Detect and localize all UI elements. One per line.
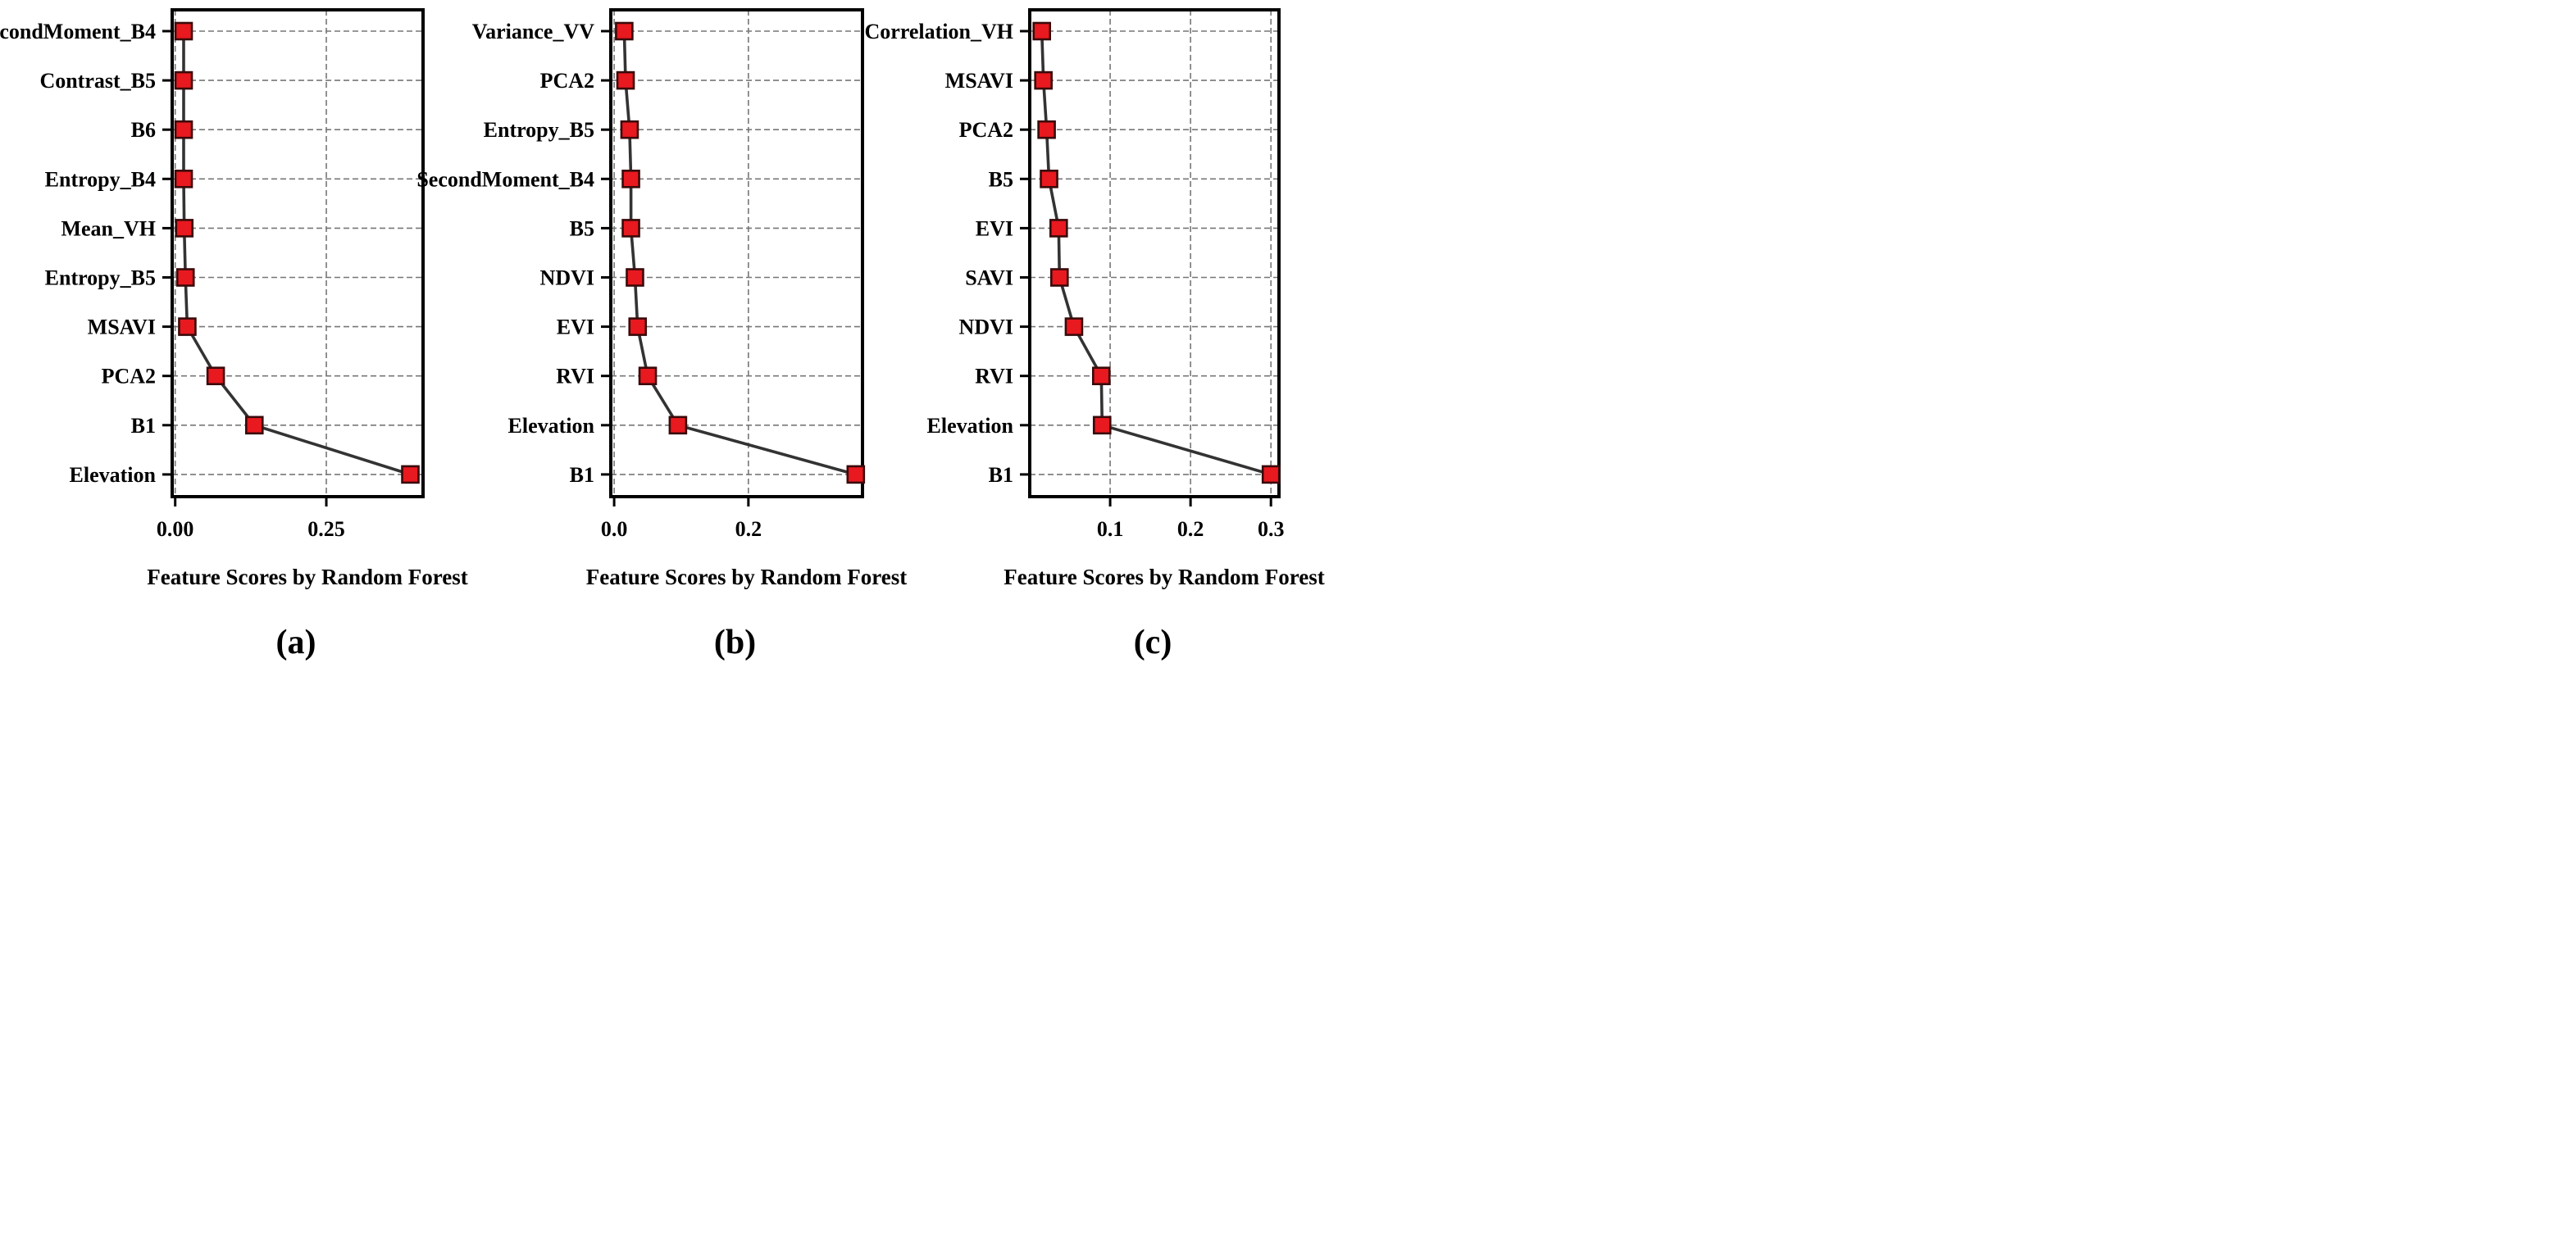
x-tick-label: 0.0 bbox=[601, 517, 628, 541]
plot-frame bbox=[171, 8, 425, 498]
data-point-marker bbox=[846, 465, 866, 484]
x-tick-label: 0.2 bbox=[1177, 517, 1204, 541]
y-tick-label: Entropy_B5 bbox=[45, 266, 156, 290]
chart-panel-b: Variance_VV PCA2 Entropy_B5 SecondMoment_B4… bbox=[416, 8, 907, 661]
y-tick-label: SecondMoment_B4 bbox=[416, 167, 594, 191]
y-tick-label: B6 bbox=[131, 118, 156, 142]
series-line bbox=[1040, 30, 1272, 476]
plot-frame bbox=[1028, 8, 1281, 498]
data-point-marker bbox=[1032, 21, 1052, 41]
y-tick-label: Elevation bbox=[70, 463, 157, 487]
data-point-marker bbox=[638, 366, 658, 386]
data-point-marker bbox=[174, 170, 193, 188]
data-point-marker bbox=[1034, 70, 1053, 90]
y-tick-label: Elevation bbox=[927, 414, 1014, 438]
data-point-marker bbox=[1040, 170, 1058, 188]
data-point-marker bbox=[668, 416, 688, 435]
x-axis-title: Feature Scores by Random Forest bbox=[147, 565, 467, 589]
y-tick-label: Entropy_B4 bbox=[45, 167, 156, 191]
y-tick-label: B5 bbox=[570, 216, 594, 240]
x-tick-label: 0.3 bbox=[1258, 517, 1285, 541]
x-tick-label: 0.2 bbox=[735, 517, 762, 541]
data-point-marker bbox=[1049, 268, 1069, 287]
y-tick-label: EVI bbox=[557, 316, 594, 339]
y-tick-label: NDVI bbox=[959, 316, 1013, 339]
y-tick-label: B5 bbox=[989, 167, 1013, 191]
y-tick-label: B1 bbox=[570, 463, 594, 487]
data-point-marker bbox=[401, 465, 420, 484]
y-tick-label: MSAVI bbox=[945, 69, 1013, 93]
y-tick-label: Variance_VV bbox=[472, 20, 594, 43]
data-point-marker bbox=[1092, 416, 1112, 435]
data-point-marker bbox=[175, 219, 194, 238]
y-tick-label: Entropy_B5 bbox=[484, 118, 594, 142]
panel-label: (c) bbox=[1134, 624, 1172, 661]
data-point-marker bbox=[174, 21, 193, 41]
y-tick-label: PCA2 bbox=[959, 118, 1013, 142]
data-point-marker bbox=[628, 317, 648, 336]
data-point-marker bbox=[621, 219, 640, 238]
x-axis-title: Feature Scores by Random Forest bbox=[1004, 565, 1324, 589]
data-point-marker bbox=[620, 120, 639, 139]
y-tick-label: Elevation bbox=[508, 414, 595, 438]
data-point-marker bbox=[175, 268, 195, 287]
y-tick-label: PCA2 bbox=[102, 365, 156, 388]
series-line bbox=[182, 31, 412, 476]
chart-panel-a: SecondMoment_B4 Contrast_B5 B6 Entropy_B4 Me… bbox=[0, 8, 468, 661]
plot-frame bbox=[609, 8, 864, 498]
data-point-marker bbox=[615, 21, 634, 41]
y-tick-label: MSAVI bbox=[88, 316, 156, 339]
panel-label: (b) bbox=[714, 624, 756, 661]
x-axis-title: Feature Scores by Random Forest bbox=[586, 565, 907, 589]
x-tick-label: 0.25 bbox=[307, 517, 345, 541]
data-point-marker bbox=[174, 70, 193, 90]
chart-panel-c: Correlation_VH MSAVI PCA2 B5 EVI SAVI NDVI RVI E… bbox=[865, 8, 1325, 661]
data-point-marker bbox=[621, 170, 640, 188]
y-tick-label: NDVI bbox=[540, 266, 594, 290]
data-point-marker bbox=[1037, 120, 1056, 139]
y-tick-label: Correlation_VH bbox=[865, 20, 1014, 43]
y-tick-label: SAVI bbox=[965, 266, 1013, 290]
y-tick-label: EVI bbox=[976, 216, 1013, 240]
data-point-marker bbox=[1091, 366, 1111, 386]
panel-label: (a) bbox=[276, 624, 316, 661]
y-tick-label: Contrast_B5 bbox=[39, 69, 156, 93]
x-tick-label: 0.1 bbox=[1097, 517, 1124, 541]
y-tick-label: SecondMoment_B4 bbox=[0, 20, 156, 43]
data-point-marker bbox=[1049, 219, 1068, 238]
data-point-marker bbox=[1261, 465, 1281, 484]
data-point-marker bbox=[626, 268, 644, 287]
series-line bbox=[622, 30, 857, 476]
y-tick-label: Mean_VH bbox=[61, 216, 156, 240]
y-tick-label: RVI bbox=[556, 365, 594, 388]
data-point-marker bbox=[1064, 317, 1084, 336]
y-tick-label: B1 bbox=[131, 414, 156, 438]
data-point-marker bbox=[206, 366, 225, 386]
y-tick-label: PCA2 bbox=[540, 69, 594, 93]
data-point-marker bbox=[244, 416, 264, 435]
y-tick-label: B1 bbox=[989, 463, 1013, 487]
data-point-marker bbox=[178, 317, 197, 336]
data-point-marker bbox=[174, 120, 193, 139]
y-tick-label: RVI bbox=[975, 365, 1013, 388]
data-point-marker bbox=[616, 70, 635, 90]
x-tick-label: 0.00 bbox=[157, 517, 194, 541]
